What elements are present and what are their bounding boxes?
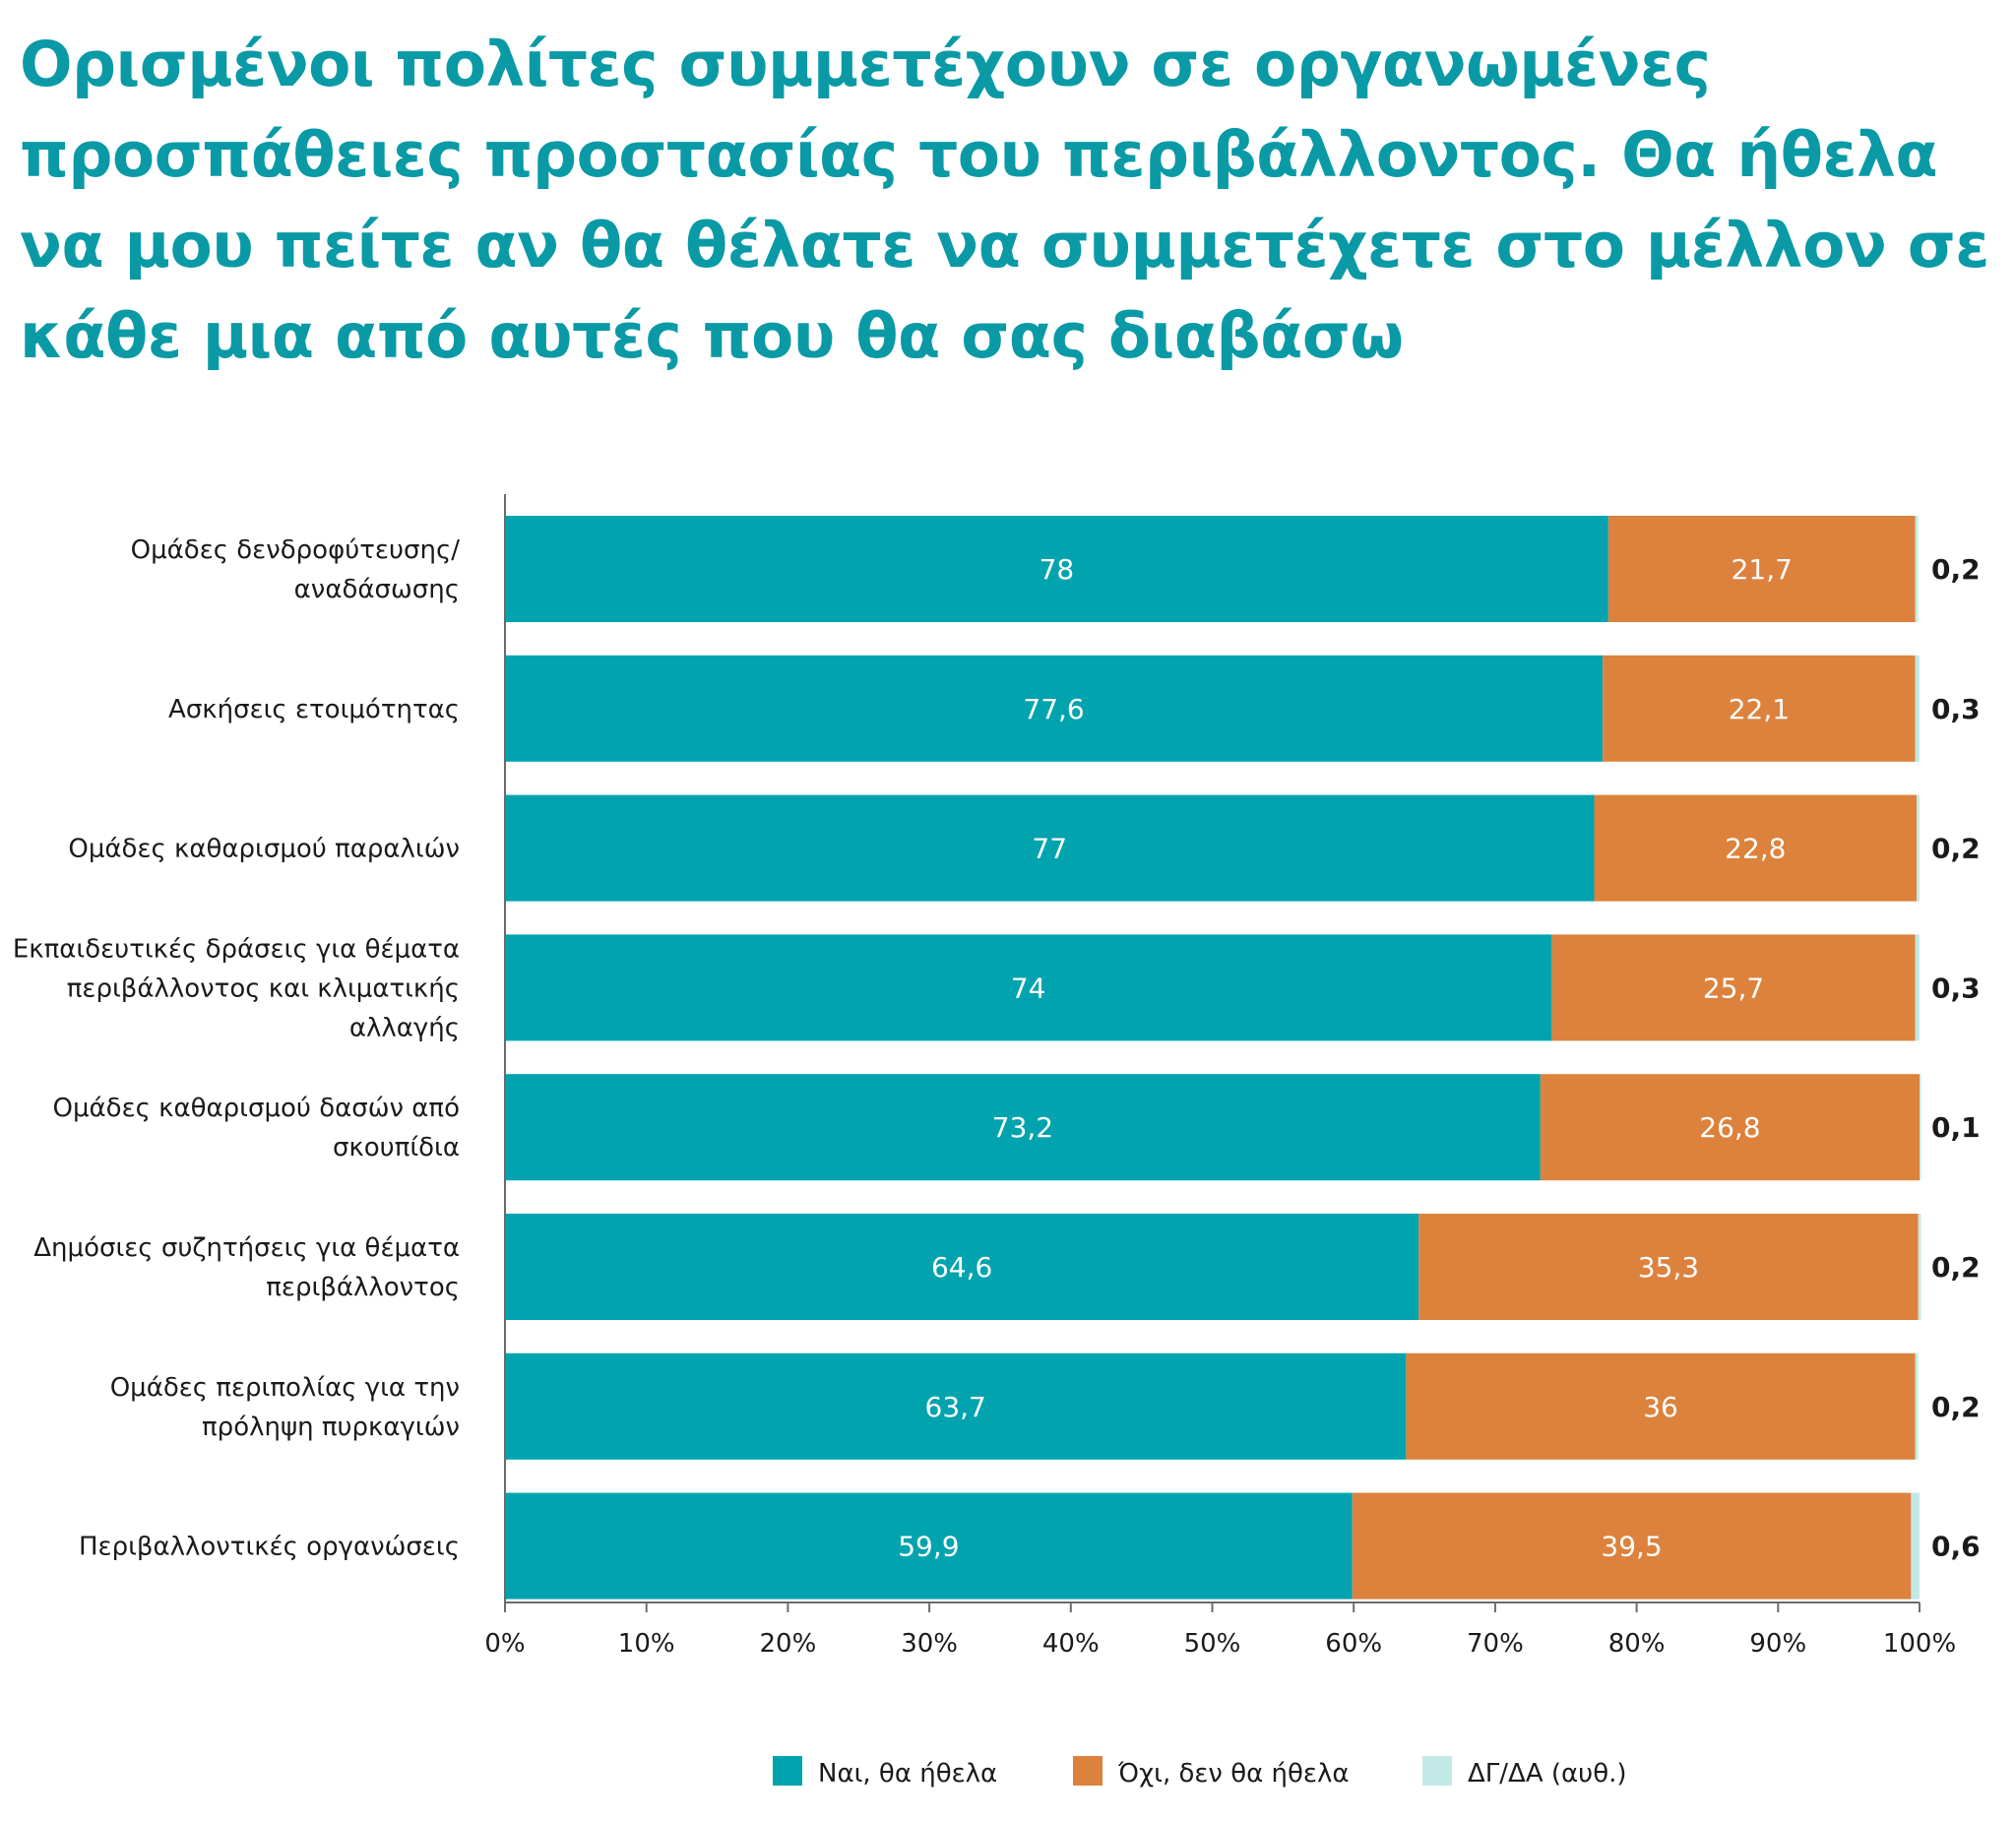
data-label: 0,2 xyxy=(1931,1251,1981,1284)
bar-segment xyxy=(1406,1352,1916,1460)
category-label: περιβάλλοντος και κλιματικής xyxy=(67,973,460,1003)
data-label: 63,7 xyxy=(925,1391,986,1423)
data-label: 74 xyxy=(1011,972,1046,1004)
bar-segment xyxy=(505,1492,1353,1600)
data-label: 0,2 xyxy=(1931,833,1981,865)
data-label: 0,3 xyxy=(1931,972,1981,1004)
x-tick-label: 0% xyxy=(484,1629,525,1659)
x-tick-label: 60% xyxy=(1325,1629,1382,1659)
category-label: Ομάδες περιπολίας για την xyxy=(110,1373,460,1403)
data-label: 0,2 xyxy=(1931,1391,1981,1423)
data-label: 64,6 xyxy=(931,1251,992,1284)
bar-segment xyxy=(505,934,1552,1041)
x-tick-label: 40% xyxy=(1042,1629,1100,1659)
category-label: Εκπαιδευτικές δράσεις για θέματα xyxy=(13,934,460,964)
bar-segment xyxy=(1917,794,1920,902)
bar-segment xyxy=(1594,794,1918,902)
data-label: 26,8 xyxy=(1699,1111,1760,1144)
data-label: 21,7 xyxy=(1732,553,1793,586)
data-label: 73,2 xyxy=(992,1111,1053,1144)
data-label: 25,7 xyxy=(1703,972,1764,1004)
legend-swatch xyxy=(773,1756,802,1786)
bar-segment xyxy=(505,655,1604,762)
bar-segment xyxy=(505,1074,1541,1181)
bar-segment xyxy=(505,1352,1407,1460)
legend-swatch xyxy=(1073,1756,1102,1786)
bar-segment xyxy=(1918,1214,1922,1320)
data-label: 0,2 xyxy=(1931,553,1981,586)
x-tick-label: 20% xyxy=(760,1629,817,1659)
category-label: Ομάδες δενδροφύτευσης/ xyxy=(131,535,461,565)
x-tick-label: 50% xyxy=(1184,1629,1241,1659)
bars-layer: 78 21,7 0,2 77,6 22,1 0,3 77 22,8 0,2 74 25,7 0,3 73… xyxy=(505,516,1981,1600)
chart-title: Ορισμένοι πολίτες συμμετέχουν σε οργανωμ… xyxy=(20,29,1989,372)
x-tick-label: 10% xyxy=(618,1629,675,1659)
legend-swatch xyxy=(1422,1756,1452,1786)
legend: Ναι, θα ήθελα Όχι, δεν θα ήθελα ΔΓ/ΔΑ (αυθ… xyxy=(773,1756,1627,1789)
bar-segment xyxy=(1352,1492,1912,1600)
data-label: 77 xyxy=(1032,833,1067,865)
data-label: 39,5 xyxy=(1601,1531,1662,1563)
category-label: σκουπίδια xyxy=(333,1133,460,1162)
legend-label: Όχι, δεν θα ήθελα xyxy=(1117,1759,1350,1789)
data-label: 0,6 xyxy=(1931,1531,1981,1563)
data-label: 35,3 xyxy=(1638,1251,1699,1284)
x-tick-label: 70% xyxy=(1467,1629,1524,1659)
data-label: 78 xyxy=(1040,553,1075,586)
bar-segment xyxy=(1915,1352,1919,1460)
category-label: Ομάδες καθαρισμού παραλιών xyxy=(68,835,460,864)
bar-segment xyxy=(1603,655,1916,762)
data-label: 77,6 xyxy=(1023,693,1084,725)
bar-segment xyxy=(1915,655,1920,762)
category-label: Δημόσιες συζητήσεις για θέματα xyxy=(33,1233,460,1263)
bar-segment xyxy=(505,516,1608,622)
category-label: πρόληψη πυρκαγιών xyxy=(202,1413,460,1442)
bar-segment xyxy=(505,1214,1419,1320)
legend-label: Ναι, θα ήθελα xyxy=(818,1759,997,1789)
bar-segment xyxy=(1540,1074,1920,1181)
x-tick-label: 100% xyxy=(1883,1629,1956,1659)
bar-segment xyxy=(1607,516,1916,622)
category-label: Ασκήσεις ετοιμότητας xyxy=(168,695,460,724)
data-label: 0,1 xyxy=(1931,1111,1981,1144)
x-tick-label: 90% xyxy=(1749,1629,1806,1659)
bar-segment xyxy=(1920,1074,1922,1181)
x-tick-label: 80% xyxy=(1608,1629,1666,1659)
bar-segment xyxy=(505,794,1595,902)
legend-label: ΔΓ/ΔΑ (αυθ.) xyxy=(1468,1759,1627,1789)
category-labels: Ομάδες δενδροφύτευσης/αναδάσωσης Ασκήσεις… xyxy=(13,535,460,1562)
data-label: 22,8 xyxy=(1725,833,1786,865)
x-tick-label: 30% xyxy=(901,1629,958,1659)
bar-segment xyxy=(1911,1492,1920,1600)
data-label: 22,1 xyxy=(1729,693,1790,725)
category-label: Περιβαλλοντικές οργανώσεις xyxy=(79,1533,460,1562)
category-label: αναδάσωσης xyxy=(294,575,460,604)
bar-segment xyxy=(1915,516,1919,622)
category-label: περιβάλλοντος xyxy=(266,1273,460,1302)
bar-segment xyxy=(1418,1214,1919,1320)
data-label: 0,3 xyxy=(1931,693,1981,725)
bar-segment xyxy=(1915,934,1920,1041)
x-axis: 0% 10% 20% 30% 40% 50% 60% 70% 80% 90% 100% xyxy=(484,494,1956,1659)
data-label: 59,9 xyxy=(898,1531,959,1563)
category-label: αλλαγής xyxy=(349,1013,460,1042)
category-label: Ομάδες καθαρισμού δασών από xyxy=(53,1094,460,1123)
bar-segment xyxy=(1551,934,1916,1041)
data-label: 36 xyxy=(1643,1391,1678,1423)
